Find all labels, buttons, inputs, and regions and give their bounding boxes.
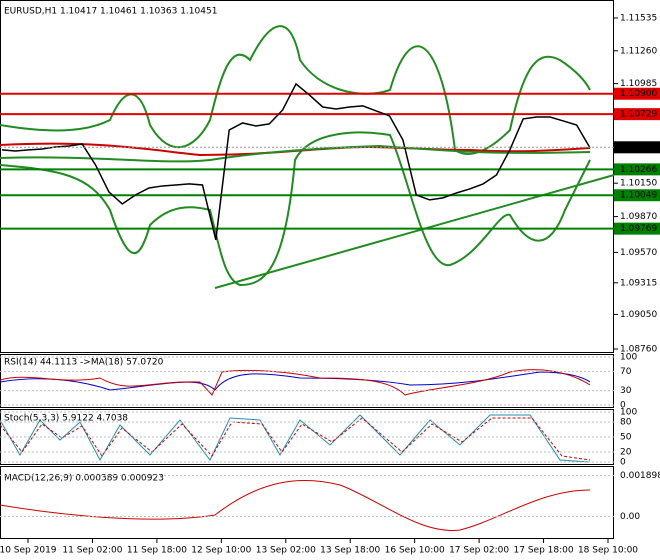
- indicator-tick-label: 100: [620, 408, 637, 418]
- main-panel: [0, 0, 614, 353]
- level-label: 1.10729: [620, 110, 657, 120]
- y-tick-label: 1.09870: [620, 212, 657, 222]
- indicator-tick-label: 100: [620, 353, 637, 363]
- x-tick-label: 17 Sep 02:00: [449, 546, 509, 556]
- indicator-tick-label: 70: [620, 367, 632, 377]
- level-label: 1.10049: [620, 191, 657, 201]
- stoch-label: Stoch(5,3,3) 5.9122 4.7038: [4, 414, 128, 424]
- y-tick-label: 1.11260: [620, 46, 657, 56]
- x-tick-label: 10 Sep 2019: [0, 546, 57, 556]
- current-price-tag: [614, 141, 660, 154]
- indicator-tick-label: 50: [620, 433, 632, 443]
- moving-average-slow: [0, 144, 591, 163]
- x-tick-label: 13 Sep 18:00: [320, 546, 380, 556]
- level-label: 1.10900: [620, 89, 657, 99]
- symbol-header: EURUSD,H1 1.10417 1.10461 1.10363 1.1045…: [4, 7, 217, 17]
- rsi-ma: [0, 371, 591, 391]
- macd-panel: [0, 466, 614, 539]
- sub-indicators: [0, 369, 591, 531]
- x-tick-label: 16 Sep 10:00: [385, 546, 445, 556]
- y-tick-label: 1.09315: [620, 278, 657, 288]
- level-label: 1.09769: [620, 224, 657, 234]
- indicator-tick-label: 30: [620, 386, 632, 396]
- indicator-tick-label: 80: [620, 418, 632, 428]
- rsi-label: RSI(14) 44.1113 ->MA(18) 57.0720: [4, 358, 164, 368]
- price-line: [1, 82, 591, 241]
- current-price-label: 1.10451: [620, 143, 657, 153]
- indicator-tick-label: 0: [620, 458, 626, 468]
- bollinger-lower: [0, 131, 591, 287]
- indicator-tick-label: 20: [620, 448, 632, 458]
- x-tick-label: 12 Sep 10:00: [191, 546, 251, 556]
- level-tag: [614, 222, 660, 235]
- level-tag: [614, 189, 660, 202]
- level-label: 1.10266: [620, 165, 657, 175]
- macd-signal: [0, 480, 591, 531]
- indicator-tick-label: 0: [620, 401, 626, 411]
- x-tick-label: 17 Sep 18:00: [514, 546, 574, 556]
- macd-label: MACD(12,26,9) 0.000389 0.000923: [4, 474, 164, 484]
- rsi-line: [0, 369, 591, 396]
- x-tick-label: 13 Sep 02:00: [256, 546, 316, 556]
- trend-line: [214, 174, 615, 289]
- level-tag: [614, 108, 660, 121]
- bollinger-upper: [0, 25, 591, 155]
- indicator-tick-label: 0.00: [620, 512, 640, 522]
- y-tick-label: 1.10150: [620, 179, 657, 189]
- level-tag: [614, 163, 660, 176]
- y-tick-label: 1.11535: [620, 14, 657, 24]
- overlays: [0, 25, 615, 289]
- y-tick-label: 1.08760: [620, 345, 657, 355]
- x-tick-label: 11 Sep 02:00: [62, 546, 122, 556]
- indicator-tick-label: 0.001898: [620, 471, 660, 481]
- x-tick-label: 11 Sep 18:00: [127, 546, 187, 556]
- rsi-panel: [0, 354, 614, 408]
- level-tag: [614, 87, 660, 100]
- x-tick-label: 18 Sep 10:00: [578, 546, 638, 556]
- y-tick-label: 1.09570: [620, 248, 657, 258]
- stoch-signal: [0, 417, 591, 461]
- y-tick-label: 1.09050: [620, 310, 657, 320]
- y-tick-label: 1.10985: [620, 79, 657, 89]
